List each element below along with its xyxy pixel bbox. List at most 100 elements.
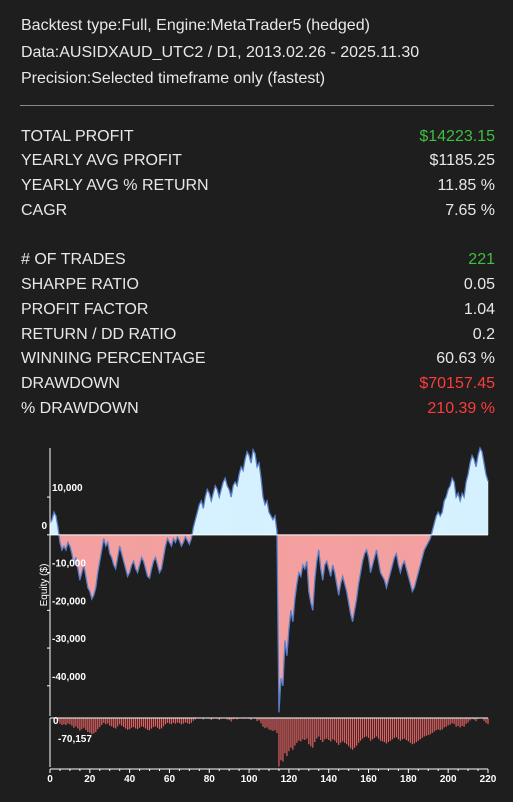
equity-negative-segment	[310, 534, 314, 611]
x-tick-label: 60	[164, 774, 176, 785]
drawdown-zero-label: 0	[53, 716, 59, 727]
drawdown-min-label: -70,157	[58, 734, 92, 745]
stat-cagr: CAGR 7.65 %	[21, 202, 495, 224]
stat-value: $70157.45	[419, 375, 495, 392]
equity-positive-segment	[447, 485, 451, 536]
equity-positive-segment	[479, 447, 483, 536]
stat-return-dd-ratio: RETURN / DD RATIO 0.2	[21, 326, 495, 348]
x-tick-label: 40	[124, 774, 136, 785]
equity-positive-segment	[469, 455, 473, 536]
equity-positive-segment	[473, 459, 477, 536]
x-tick-label: 20	[84, 774, 96, 785]
header-line-1: Backtest type:Full, Engine:MetaTrader5 (…	[21, 17, 370, 34]
stat-label: SHARPE RATIO	[21, 276, 139, 293]
stat-value: 0.05	[463, 276, 495, 293]
equity-negative-segment	[298, 534, 302, 577]
equity-positive-segment	[475, 455, 479, 536]
equity-negative-segment	[350, 534, 353, 622]
header-line-2: Data:AUSIDXAUD_UTC2 / D1, 2013.02.26 - 2…	[21, 44, 420, 61]
equity-positive-segment	[234, 481, 238, 536]
equity-positive-segment	[264, 500, 268, 536]
stat-yearly-avg-return: YEARLY AVG % RETURN 11.85 %	[21, 177, 495, 199]
equity-positive-segment	[226, 485, 230, 536]
stat-drawdown: DRAWDOWN $70157.45	[21, 375, 495, 397]
stat-label: YEARLY AVG % RETURN	[21, 177, 209, 194]
equity-positive-segment	[471, 455, 475, 536]
stat-value: $14223.15	[419, 128, 495, 145]
equity-positive-segment	[252, 449, 256, 536]
stat-value: 0.2	[472, 326, 495, 343]
equity-axes: 10,000 0 -10,000 -20,000 -30,000 -40,000	[41, 448, 488, 716]
equity-positive-segment	[224, 478, 228, 536]
equity-positive-segment	[207, 489, 210, 536]
equity-positive-segment	[246, 451, 250, 536]
stat-value: 1.04	[463, 301, 495, 318]
stat-value: 60.63 %	[436, 350, 495, 367]
equity-negative-segment	[87, 534, 91, 592]
equity-negative-segment	[290, 534, 294, 622]
stat-total-profit: TOTAL PROFIT $14223.15	[21, 128, 495, 150]
stat-label: YEARLY AVG PROFIT	[21, 152, 182, 169]
equity-positive-segment	[240, 466, 244, 536]
stat-profit-factor: PROFIT FACTOR 1.04	[21, 301, 495, 323]
equity-axis-label: Equity ($)	[39, 564, 50, 607]
y-tick-label: -10,000	[52, 559, 86, 570]
x-tick-label: 100	[241, 774, 258, 785]
x-tick-label: 120	[281, 774, 298, 785]
equity-positive-segment	[238, 466, 242, 536]
stat-label: CAGR	[21, 202, 68, 219]
equity-negative-segment	[89, 534, 93, 600]
equity-negative-segment	[91, 534, 95, 600]
drawdown-axes: 0 -70,157	[49, 716, 488, 767]
stat-label: % DRAWDOWN	[21, 400, 139, 417]
equity-positive-segment	[455, 493, 459, 536]
stat-value: 221	[468, 251, 495, 268]
stat-winning-percentage: WINNING PERCENTAGE 60.63 %	[21, 350, 495, 372]
x-tick-label: 180	[400, 774, 417, 785]
stat-label: # OF TRADES	[21, 251, 126, 268]
equity-positive-segment	[461, 493, 465, 536]
equity-positive-segment	[256, 462, 260, 536]
y-tick-label: 10,000	[52, 483, 83, 494]
stat-label: PROFIT FACTOR	[21, 301, 149, 318]
equity-negative-segment	[280, 534, 284, 686]
equity-area	[49, 446, 489, 713]
equity-negative-segment	[382, 534, 385, 581]
x-tick-label: 160	[360, 774, 377, 785]
x-tick-label: 80	[204, 774, 216, 785]
stat-label: DRAWDOWN	[21, 375, 120, 392]
x-tick-label: 220	[480, 774, 497, 785]
equity-positive-segment	[214, 485, 218, 536]
stat-label: RETURN / DD RATIO	[21, 326, 177, 343]
stat-label: WINNING PERCENTAGE	[21, 350, 206, 367]
equity-negative-segment	[135, 534, 138, 573]
equity-positive-segment	[248, 455, 252, 536]
x-tick-label: 0	[47, 774, 53, 785]
header-line-3: Precision:Selected timeframe only (faste…	[21, 70, 326, 87]
x-tick-label: 200	[440, 774, 457, 785]
stat-percent-drawdown: % DRAWDOWN 210.39 %	[21, 400, 495, 422]
x-tick-label: 140	[320, 774, 337, 785]
stat-value: 7.65 %	[445, 202, 495, 219]
equity-line	[49, 446, 489, 713]
equity-positive-segment	[451, 478, 455, 536]
y-tick-label: -20,000	[52, 596, 86, 607]
equity-negative-segment	[127, 534, 130, 577]
equity-positive-segment	[244, 451, 248, 536]
x-axis: 0 20 40 60 80 100 120 140 160 180 200 220	[47, 768, 497, 785]
stat-value: 11.85 %	[437, 177, 495, 194]
equity-positive-segment	[477, 447, 481, 536]
equity-negative-segment	[302, 534, 306, 569]
equity-positive-segment	[485, 474, 489, 536]
equity-chart: 10,000 0 -10,000 -20,000 -30,000 -40,000 Equi…	[39, 446, 497, 785]
stat-label: TOTAL PROFIT	[21, 128, 134, 145]
stat-number-of-trades: # OF TRADES 221	[21, 251, 495, 273]
y-tick-label: -30,000	[52, 634, 86, 645]
equity-positive-segment	[232, 481, 236, 536]
equity-negative-segment	[147, 534, 150, 579]
y-tick-label: 0	[41, 521, 47, 532]
equity-negative-segment	[412, 534, 415, 592]
stat-yearly-avg-profit: YEARLY AVG PROFIT $1185.25	[21, 152, 495, 174]
stat-sharpe-ratio: SHARPE RATIO 0.05	[21, 276, 495, 298]
equity-negative-segment	[380, 534, 383, 577]
